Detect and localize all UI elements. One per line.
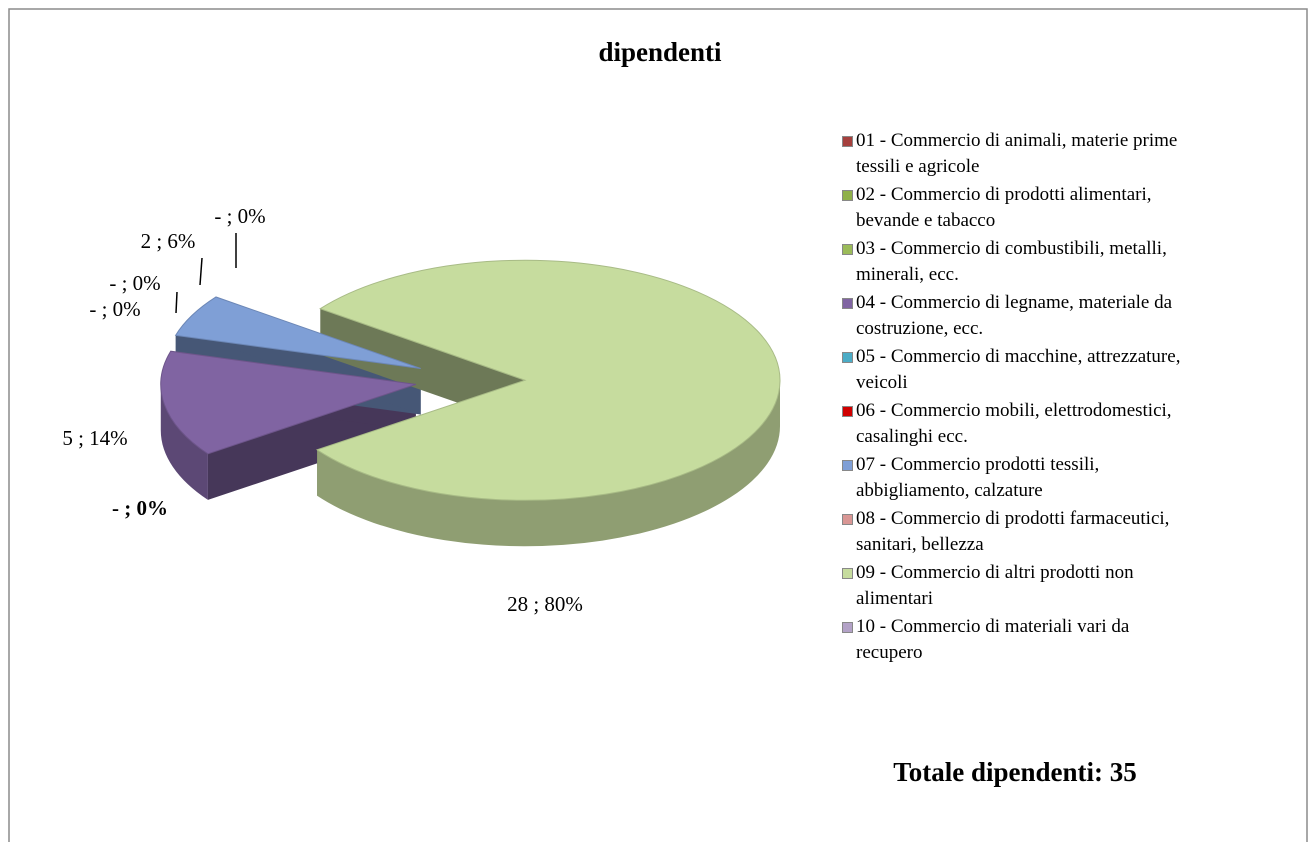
data-label: - ; 0%	[112, 496, 168, 520]
data-label: 2 ; 6%	[141, 229, 196, 253]
slice-side	[160, 384, 208, 500]
legend-label: 10 - Commercio di materiali vari da recu…	[856, 616, 1130, 663]
legend-item: 04 - Commercio di legname, materiale da …	[842, 290, 1192, 344]
legend-item: 08 - Commercio di prodotti farmaceutici,…	[842, 506, 1192, 560]
legend-item: 01 - Commercio di animali, materie prime…	[842, 128, 1192, 182]
chart-frame	[8, 8, 1308, 842]
pie-slice	[174, 296, 421, 370]
legend-swatch	[842, 136, 853, 147]
pie	[160, 259, 781, 547]
legend-label: 09 - Commercio di altri prodotti non ali…	[856, 562, 1134, 609]
legend-label: 01 - Commercio di animali, materie prime…	[856, 130, 1178, 177]
legend-item: 07 - Commercio prodotti tessili, abbigli…	[842, 452, 1192, 506]
legend-swatch	[842, 352, 853, 363]
total-annotation: Totale dipendenti: 35	[893, 757, 1137, 787]
legend-label: 08 - Commercio di prodotti farmaceutici,…	[856, 508, 1170, 555]
legend-item: 06 - Commercio mobili, elettrodomestici,…	[842, 398, 1192, 452]
legend-label: 04 - Commercio di legname, materiale da …	[856, 292, 1173, 339]
legend-label: 03 - Commercio di combustibili, metalli,…	[856, 238, 1167, 285]
legend-swatch	[842, 190, 853, 201]
data-label: 28 ; 80%	[507, 592, 583, 616]
chart-title: dipendenti	[598, 37, 722, 67]
pie-slice	[316, 259, 781, 501]
data-label: - ; 0%	[214, 204, 265, 228]
pie-tops	[160, 259, 781, 501]
legend-swatch	[842, 568, 853, 579]
legend-swatch	[842, 244, 853, 255]
legend-swatch	[842, 460, 853, 471]
legend-label: 07 - Commercio prodotti tessili, abbigli…	[856, 454, 1100, 501]
legend-item: 02 - Commercio di prodotti alimentari, b…	[842, 182, 1192, 236]
leader-line	[175, 291, 178, 314]
legend-label: 06 - Commercio mobili, elettrodomestici,…	[856, 400, 1172, 447]
legend-item: 03 - Commercio di combustibili, metalli,…	[842, 236, 1192, 290]
pie-slice	[160, 350, 416, 455]
legend: 01 - Commercio di animali, materie prime…	[842, 128, 1192, 668]
legend-swatch	[842, 514, 853, 525]
legend-item: 05 - Commercio di macchine, attrezzature…	[842, 344, 1192, 398]
leader-lines	[175, 233, 237, 314]
slice-side	[317, 380, 780, 547]
data-label: - ; 0%	[109, 271, 160, 295]
data-label: - ; 0%	[89, 297, 140, 321]
data-label: 5 ; 14%	[62, 426, 127, 450]
legend-swatch	[842, 298, 853, 309]
legend-label: 05 - Commercio di macchine, attrezzature…	[856, 346, 1181, 393]
legend-item: 10 - Commercio di materiali vari da recu…	[842, 614, 1192, 668]
leader-line	[199, 257, 203, 286]
legend-swatch	[842, 406, 853, 417]
legend-swatch	[842, 622, 853, 633]
legend-item: 09 - Commercio di altri prodotti non ali…	[842, 560, 1192, 614]
legend-label: 02 - Commercio di prodotti alimentari, b…	[856, 184, 1152, 231]
